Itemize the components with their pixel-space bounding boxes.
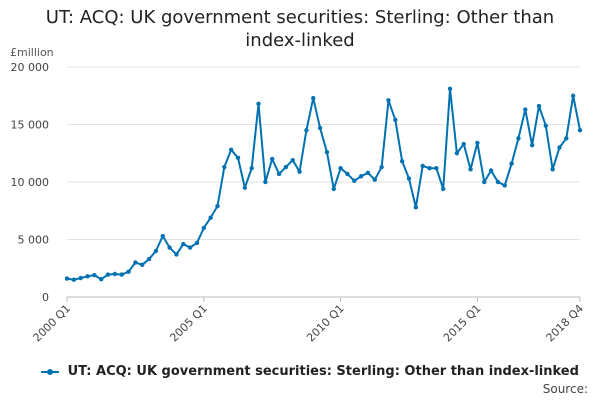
data-point: [331, 186, 336, 192]
data-point: [399, 159, 405, 164]
x-tick-label: 2010 Q1: [304, 302, 347, 345]
data-point: [509, 161, 514, 166]
data-point: [516, 136, 521, 141]
data-point: [174, 252, 179, 257]
y-tick-label: 15 000: [11, 119, 50, 132]
data-point: [317, 125, 323, 131]
data-point: [71, 277, 77, 282]
data-point: [468, 167, 473, 172]
data-point: [249, 166, 254, 171]
data-point: [270, 156, 275, 162]
data-point: [201, 225, 206, 231]
data-point: [413, 205, 419, 210]
data-point: [406, 176, 412, 181]
data-point: [564, 136, 569, 141]
data-point: [222, 164, 227, 170]
data-point: [358, 174, 364, 179]
data-point: [181, 241, 186, 247]
x-tick-label: 2015 Q1: [441, 302, 484, 345]
y-tick-label: 0: [42, 291, 49, 304]
data-point: [78, 275, 83, 281]
data-point: [324, 149, 330, 155]
data-point: [482, 179, 487, 185]
data-point: [529, 143, 535, 148]
data-point: [447, 86, 453, 92]
data-point: [577, 128, 583, 133]
series-line-group: [64, 86, 583, 282]
data-point: [256, 101, 261, 107]
data-point: [550, 167, 555, 172]
data-point: [536, 103, 542, 109]
data-point: [570, 93, 576, 98]
data-point: [126, 269, 131, 274]
data-point: [338, 166, 343, 171]
x-tick-label: 2005 Q1: [167, 302, 210, 345]
data-point: [557, 145, 562, 150]
x-tick-label: 2000 Q1: [31, 302, 74, 345]
legend-swatch-icon: [41, 368, 60, 375]
data-point: [276, 171, 282, 177]
data-point: [140, 262, 145, 267]
data-point: [235, 155, 241, 161]
data-point: [441, 186, 446, 192]
data-point: [475, 140, 480, 146]
data-point: [187, 245, 193, 250]
data-point: [311, 95, 316, 101]
data-point: [194, 240, 200, 246]
legend[interactable]: UT: ACQ: UK government securities: Sterl…: [40, 364, 580, 379]
data-point: [283, 164, 289, 170]
data-point: [420, 163, 425, 169]
data-point: [64, 276, 70, 281]
data-point: [167, 245, 172, 250]
data-point: [372, 177, 377, 182]
data-point: [160, 233, 165, 239]
data-point: [427, 166, 432, 171]
data-point: [242, 185, 248, 190]
data-point: [386, 98, 391, 103]
data-point: [112, 271, 118, 277]
data-point: [215, 203, 220, 209]
y-tick-label: 20 000: [11, 61, 50, 74]
data-point: [119, 272, 124, 277]
series-line: [66, 87, 581, 281]
x-axis: 2000 Q1 2005 Q1 2010 Q1 2015 Q1 2018 Q4: [31, 296, 587, 345]
data-point: [393, 117, 398, 123]
y-axis-unit-label: £million: [10, 46, 54, 59]
data-point: [133, 260, 138, 265]
data-point: [92, 272, 97, 278]
y-tick-label: 10 000: [11, 176, 50, 189]
y-axis: 0 5 000 10 000 15 000 20 000: [11, 61, 50, 304]
data-point: [543, 123, 548, 128]
data-point: [153, 248, 159, 254]
y-tick-label: 5 000: [18, 234, 50, 247]
data-point: [146, 256, 152, 262]
data-point: [99, 276, 104, 282]
data-point: [85, 274, 90, 279]
data-point: [461, 141, 466, 147]
data-point: [290, 157, 295, 163]
data-point: [488, 168, 494, 173]
chart-title: UT: ACQ: UK government securities: Sterl…: [45, 7, 555, 51]
data-point: [228, 147, 234, 152]
data-point: [502, 183, 507, 188]
data-point: [365, 170, 371, 175]
source-label: Source:: [542, 382, 588, 396]
data-point: [352, 178, 357, 184]
data-point: [379, 164, 384, 170]
data-point: [105, 272, 111, 277]
x-tick-label: 2018 Q4: [544, 302, 587, 345]
gridlines: [67, 66, 580, 240]
legend-label: UT: ACQ: UK government securities: Sterl…: [67, 364, 579, 379]
data-point: [434, 166, 439, 171]
data-point: [523, 107, 528, 112]
data-point: [454, 151, 460, 156]
data-point: [345, 171, 350, 177]
data-point: [208, 215, 213, 220]
data-point: [304, 128, 309, 133]
data-point: [495, 179, 501, 185]
data-point: [297, 169, 302, 174]
data-point: [263, 179, 268, 185]
